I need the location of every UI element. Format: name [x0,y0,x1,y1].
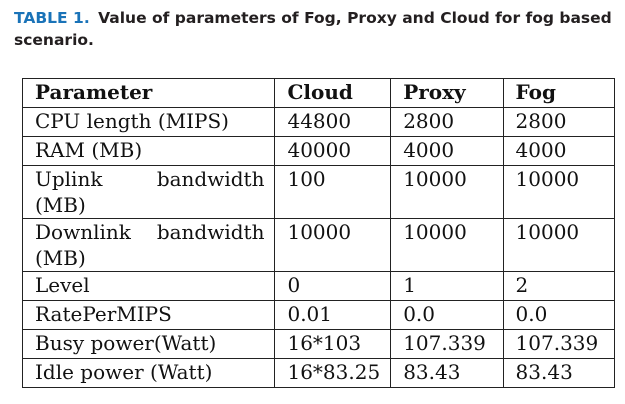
cell-parameter: RatePerMIPS [21,300,276,330]
cell-fog: 4000 [502,136,616,166]
cell-proxy: 0.0 [390,300,504,330]
header-parameter: Parameter [21,78,276,108]
cell-parameter: Level [21,271,276,301]
cell-cloud: 0.01 [274,300,392,330]
table-row: CPU length (MIPS) 44800 2800 2800 [21,107,616,137]
table-row: RAM (MB) 40000 4000 4000 [21,136,616,166]
table-row: Level 0 1 2 [21,271,616,301]
cell-parameter: RAM (MB) [21,136,276,166]
table-caption: TABLE 1. Value of parameters of Fog, Pro… [14,7,614,51]
cell-fog: 10000 [502,218,616,272]
table-caption-text: Value of parameters of Fog, Proxy and Cl… [14,9,612,49]
header-cloud: Cloud [274,78,392,108]
cell-parameter-line1: Uplink bandwidth [35,166,264,192]
cell-parameter: Uplink bandwidth (MB) [21,165,276,219]
table-row: RatePerMIPS 0.01 0.0 0.0 [21,300,616,330]
cell-cloud: 16*103 [274,329,392,359]
cell-proxy: 1 [390,271,504,301]
cell-fog: 107.339 [502,329,616,359]
cell-parameter: Busy power(Watt) [21,329,276,359]
cell-cloud: 44800 [274,107,392,137]
table-row: Uplink bandwidth (MB) 100 10000 10000 [21,165,616,219]
cell-fog: 10000 [502,165,616,219]
cell-fog: 2 [502,271,616,301]
table-header-row: Parameter Cloud Proxy Fog [21,78,616,108]
cell-cloud: 100 [274,165,392,219]
cell-cloud: 0 [274,271,392,301]
cell-parameter-line1: Downlink bandwidth [35,219,264,245]
cell-fog: 2800 [502,107,616,137]
table-caption-label: TABLE 1. [14,9,90,27]
table-row: Busy power(Watt) 16*103 107.339 107.339 [21,329,616,359]
cell-parameter-word: Downlink [35,220,131,244]
header-fog: Fog [502,78,616,108]
cell-proxy: 107.339 [390,329,504,359]
cell-proxy: 2800 [390,107,504,137]
cell-parameter-line2: (MB) [35,246,86,270]
cell-fog: 83.43 [502,358,616,388]
table-row: Idle power (Watt) 16*83.25 83.43 83.43 [21,358,616,388]
cell-cloud: 40000 [274,136,392,166]
cell-cloud: 16*83.25 [274,358,392,388]
cell-parameter-line2: (MB) [35,193,86,217]
parameters-table: Parameter Cloud Proxy Fog CPU length (MI… [21,78,616,388]
cell-parameter: CPU length (MIPS) [21,107,276,137]
cell-fog: 0.0 [502,300,616,330]
cell-parameter: Idle power (Watt) [21,358,276,388]
cell-cloud: 10000 [274,218,392,272]
table-row: Downlink bandwidth (MB) 10000 10000 1000… [21,218,616,272]
cell-proxy: 10000 [390,165,504,219]
cell-parameter-word: bandwidth [156,220,265,244]
cell-parameter: Downlink bandwidth (MB) [21,218,276,272]
cell-proxy: 10000 [390,218,504,272]
cell-proxy: 4000 [390,136,504,166]
cell-parameter-word: bandwidth [156,167,265,191]
cell-parameter-word: Uplink [35,167,103,191]
cell-proxy: 83.43 [390,358,504,388]
header-proxy: Proxy [390,78,504,108]
